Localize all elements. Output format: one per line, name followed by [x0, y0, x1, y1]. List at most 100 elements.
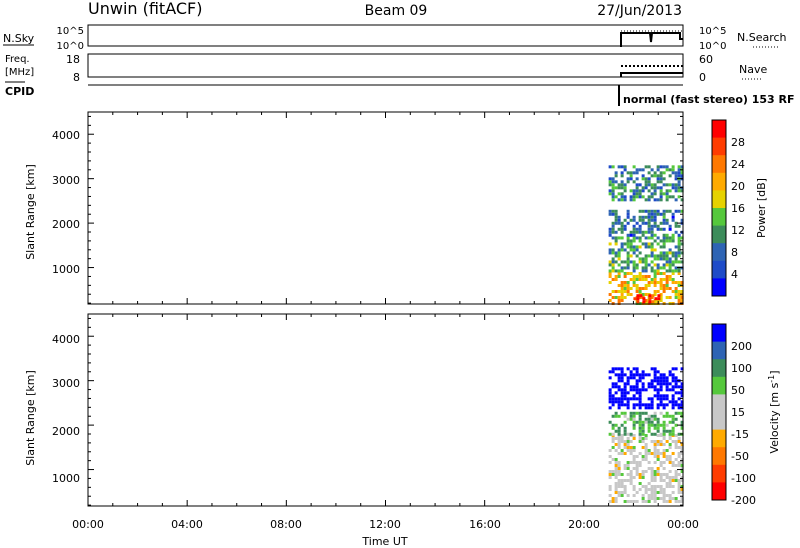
data-cell: [629, 198, 633, 202]
data-cell: [650, 278, 654, 281]
data-cell: [656, 242, 660, 246]
data-cell: [662, 382, 666, 386]
data-cell: [659, 254, 663, 258]
data-cell: [632, 449, 636, 452]
power-cbar-tick-28: 28: [731, 136, 745, 149]
data-cell: [632, 278, 636, 281]
data-cell: [620, 423, 624, 427]
data-cell: [650, 242, 654, 246]
data-cell: [626, 242, 630, 246]
data-cell: [650, 379, 654, 383]
data-cell: [651, 294, 655, 298]
data-cell: [647, 224, 651, 228]
data-cell: [668, 420, 672, 424]
data-cell: [620, 434, 624, 437]
data-cell: [623, 452, 627, 455]
data-cell: [626, 290, 630, 293]
data-cell: [623, 227, 627, 231]
data-cell: [677, 168, 681, 172]
data-cell: [677, 284, 681, 287]
data-cell: [647, 414, 651, 418]
data-cell: [674, 500, 678, 503]
data-cell: [629, 287, 633, 290]
data-cell: [662, 406, 666, 410]
data-cell: [617, 254, 621, 258]
velocity-ytick-3000: 3000: [52, 377, 80, 390]
data-cell: [629, 446, 633, 449]
data-cell: [659, 385, 663, 389]
data-cell: [641, 275, 645, 278]
data-cell: [665, 482, 669, 485]
data-cell: [656, 440, 660, 443]
data-cell: [650, 269, 654, 273]
data-cell: [677, 171, 681, 175]
data-cell: [623, 275, 627, 278]
data-cell: [680, 367, 684, 371]
data-cell: [671, 461, 675, 464]
data-cell: [653, 449, 657, 452]
data-cell: [614, 497, 618, 500]
data-cell: [644, 500, 648, 503]
data-cell: [617, 257, 621, 261]
data-cell: [641, 382, 645, 386]
data-cell: [620, 485, 624, 488]
data-cell: [677, 165, 681, 169]
data-cell: [635, 278, 639, 281]
data-cell: [644, 278, 648, 281]
data-cell: [626, 293, 630, 296]
data-cell: [620, 284, 624, 287]
data-cell: [647, 218, 651, 222]
data-cell: [644, 177, 648, 181]
data-cell: [656, 180, 660, 184]
data-cell: [638, 414, 642, 418]
data-cell: [662, 263, 666, 267]
data-cell: [674, 189, 678, 193]
data-cell: [638, 376, 642, 380]
data-cell: [680, 488, 684, 491]
cpid-label: CPID: [5, 85, 34, 98]
data-cell: [653, 376, 657, 380]
data-cell: [617, 403, 621, 407]
data-cell: [638, 403, 642, 407]
data-cell: [626, 464, 630, 467]
data-cell: [635, 192, 639, 196]
data-cell: [680, 497, 684, 500]
data-cell: [671, 385, 675, 389]
data-cell: [653, 455, 657, 458]
data-cell: [632, 367, 636, 371]
data-cell: [614, 278, 618, 281]
colorbar-segment: [712, 137, 726, 156]
data-cell: [632, 165, 636, 169]
data-cell: [665, 263, 669, 267]
data-cell: [674, 464, 678, 467]
power-colorbar-frame: [711, 119, 727, 297]
data-cell: [680, 449, 684, 452]
data-cell: [632, 266, 636, 270]
data-cell: [629, 254, 633, 258]
data-cell: [623, 388, 627, 392]
data-cell: [668, 251, 672, 255]
data-cell: [644, 183, 648, 187]
data-cell: [620, 394, 624, 398]
data-cell: [671, 376, 675, 380]
data-cell: [611, 458, 615, 461]
data-cell: [626, 284, 630, 287]
data-cell: [650, 417, 654, 421]
data-cell: [647, 500, 651, 503]
data-cell: [641, 426, 645, 430]
data-cell: [617, 290, 621, 293]
colorbar-segment: [712, 412, 726, 431]
data-cell: [677, 180, 681, 184]
data-cell: [659, 464, 663, 467]
data-cell: [668, 168, 672, 172]
data-cell: [614, 269, 618, 273]
data-cell: [617, 251, 621, 255]
station-title: Unwin (fitACF): [88, 0, 202, 18]
data-cell: [632, 263, 636, 267]
data-cell: [647, 245, 651, 249]
data-cell: [659, 281, 663, 284]
time-tick-20: 20:00: [568, 518, 600, 531]
data-cell: [614, 218, 618, 222]
data-cell: [632, 426, 636, 430]
data-cell: [614, 461, 618, 464]
